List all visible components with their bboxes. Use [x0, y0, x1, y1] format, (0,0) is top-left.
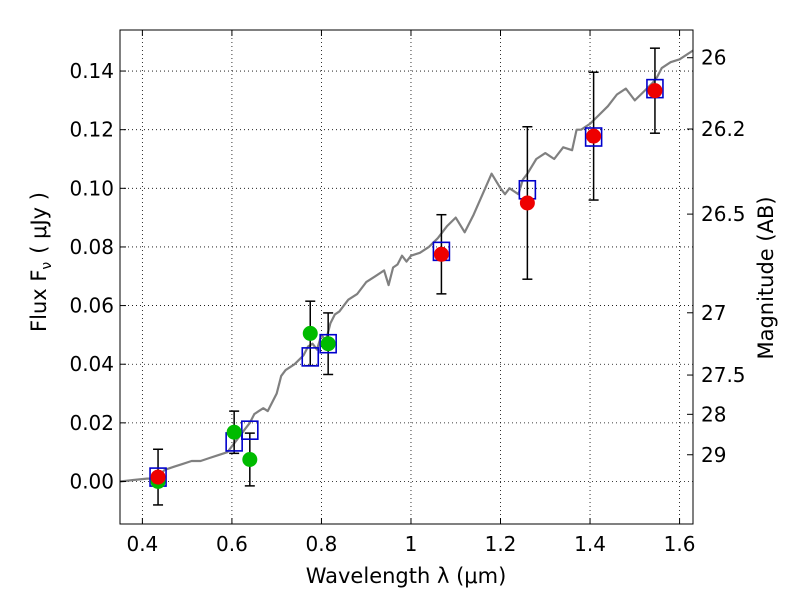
circle-marker — [586, 128, 602, 144]
y-axis-label-subscript: ν — [39, 262, 55, 270]
mag-tick-label: 26.5 — [701, 202, 746, 226]
y-tick-label: 0.04 — [69, 352, 114, 376]
square-marker — [319, 333, 337, 354]
model-spectrum — [119, 49, 694, 483]
y-tick-label: 0.10 — [69, 176, 114, 200]
model-spectrum-line — [119, 49, 694, 483]
x-tick-label: 1 — [405, 532, 418, 556]
square-marker — [584, 127, 603, 147]
y-axis-label: Flux Fν ( μJy ) — [27, 192, 55, 332]
circle-marker — [647, 83, 663, 99]
mag-tick-label: 26.2 — [701, 117, 746, 141]
mag-tick-label: 27 — [701, 301, 726, 325]
y-tick-label: 0.12 — [69, 118, 114, 142]
circle-marker — [433, 246, 449, 262]
x-tick-label: 0.8 — [306, 532, 338, 556]
circle-marker — [302, 325, 318, 341]
x-tick-label: 0.6 — [216, 532, 248, 556]
ticks: 0.4 0.6 0.8 1 1.2 1.4 1.6 0.00 0.02 0.04 0.06 0.08 0… — [69, 30, 746, 556]
y-tick-label: 0.14 — [69, 59, 114, 83]
y-tick-label: 0.06 — [69, 294, 114, 318]
x-tick-label: 1.4 — [574, 532, 606, 556]
circle-marker — [242, 452, 258, 468]
y-tick-label: 0.02 — [69, 411, 114, 435]
right-axis-label: Magnitude (AB) — [754, 196, 778, 359]
grid — [120, 30, 693, 524]
x-tick-label: 1.2 — [485, 532, 517, 556]
y-axis-label-unit: ( μJy ) — [27, 192, 51, 254]
mag-tick-label: 27.5 — [701, 363, 746, 387]
y-tick-label: 0.00 — [69, 469, 114, 493]
circle-marker — [519, 195, 535, 211]
circle-marker — [320, 336, 336, 352]
x-tick-label: 1.6 — [664, 532, 696, 556]
data-markers — [149, 78, 664, 489]
circle-marker — [226, 424, 242, 440]
x-axis-label: Wavelength λ (μm) — [306, 564, 507, 588]
mag-tick-label: 29 — [701, 443, 726, 467]
x-tick-label: 0.4 — [126, 532, 158, 556]
mag-tick-label: 26 — [701, 46, 726, 70]
square-marker — [301, 347, 320, 367]
circle-marker — [150, 469, 166, 485]
plot-frame — [119, 29, 694, 525]
y-axis-label-main: Flux F — [27, 270, 51, 332]
mag-tick-label: 28 — [701, 402, 726, 426]
square-marker — [241, 420, 259, 440]
y-tick-label: 0.08 — [69, 235, 114, 259]
